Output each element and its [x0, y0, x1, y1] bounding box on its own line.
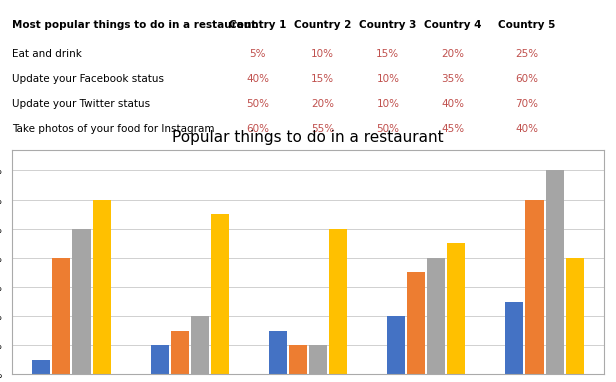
- Bar: [565, 258, 584, 374]
- Bar: [32, 360, 51, 374]
- Title: Popular things to do in a restaurant: Popular things to do in a restaurant: [172, 130, 444, 145]
- Bar: [73, 229, 91, 374]
- Text: Update your Facebook status: Update your Facebook status: [12, 74, 164, 84]
- Bar: [505, 301, 524, 374]
- Text: Take photos of your food for Instagram: Take photos of your food for Instagram: [12, 124, 215, 134]
- Bar: [447, 243, 466, 374]
- Bar: [52, 258, 70, 374]
- Bar: [387, 316, 405, 374]
- Text: 70%: 70%: [516, 99, 538, 109]
- Bar: [329, 229, 347, 374]
- Text: 50%: 50%: [376, 124, 399, 134]
- Text: 15%: 15%: [376, 49, 399, 59]
- Text: Country 4: Country 4: [424, 20, 482, 30]
- Bar: [191, 316, 209, 374]
- Text: Update your Twitter status: Update your Twitter status: [12, 99, 150, 109]
- Bar: [269, 331, 287, 374]
- Text: 15%: 15%: [311, 74, 334, 84]
- Text: 10%: 10%: [376, 99, 399, 109]
- Text: Country 1: Country 1: [229, 20, 286, 30]
- Text: Country 2: Country 2: [294, 20, 352, 30]
- Text: 40%: 40%: [442, 99, 464, 109]
- Text: 10%: 10%: [311, 49, 334, 59]
- Bar: [546, 170, 564, 374]
- Bar: [428, 258, 445, 374]
- Bar: [525, 199, 543, 374]
- Text: Country 5: Country 5: [498, 20, 556, 30]
- Text: 10%: 10%: [376, 74, 399, 84]
- Text: 20%: 20%: [442, 49, 464, 59]
- Text: 5%: 5%: [249, 49, 266, 59]
- Text: 35%: 35%: [441, 74, 464, 84]
- Text: 45%: 45%: [441, 124, 464, 134]
- Text: Eat and drink: Eat and drink: [12, 49, 82, 59]
- Text: 60%: 60%: [516, 74, 538, 84]
- Text: 40%: 40%: [516, 124, 538, 134]
- Bar: [150, 345, 169, 374]
- Text: Country 3: Country 3: [359, 20, 416, 30]
- Bar: [211, 214, 229, 374]
- Text: Most popular things to do in a restaurant: Most popular things to do in a restauran…: [12, 20, 257, 30]
- Text: 20%: 20%: [311, 99, 334, 109]
- Bar: [171, 331, 188, 374]
- Text: 25%: 25%: [515, 49, 538, 59]
- Text: 40%: 40%: [246, 74, 269, 84]
- Text: 50%: 50%: [246, 99, 269, 109]
- Bar: [309, 345, 327, 374]
- Text: 60%: 60%: [246, 124, 269, 134]
- Bar: [92, 199, 111, 374]
- Bar: [289, 345, 307, 374]
- Text: 55%: 55%: [311, 124, 334, 134]
- Bar: [407, 272, 425, 374]
